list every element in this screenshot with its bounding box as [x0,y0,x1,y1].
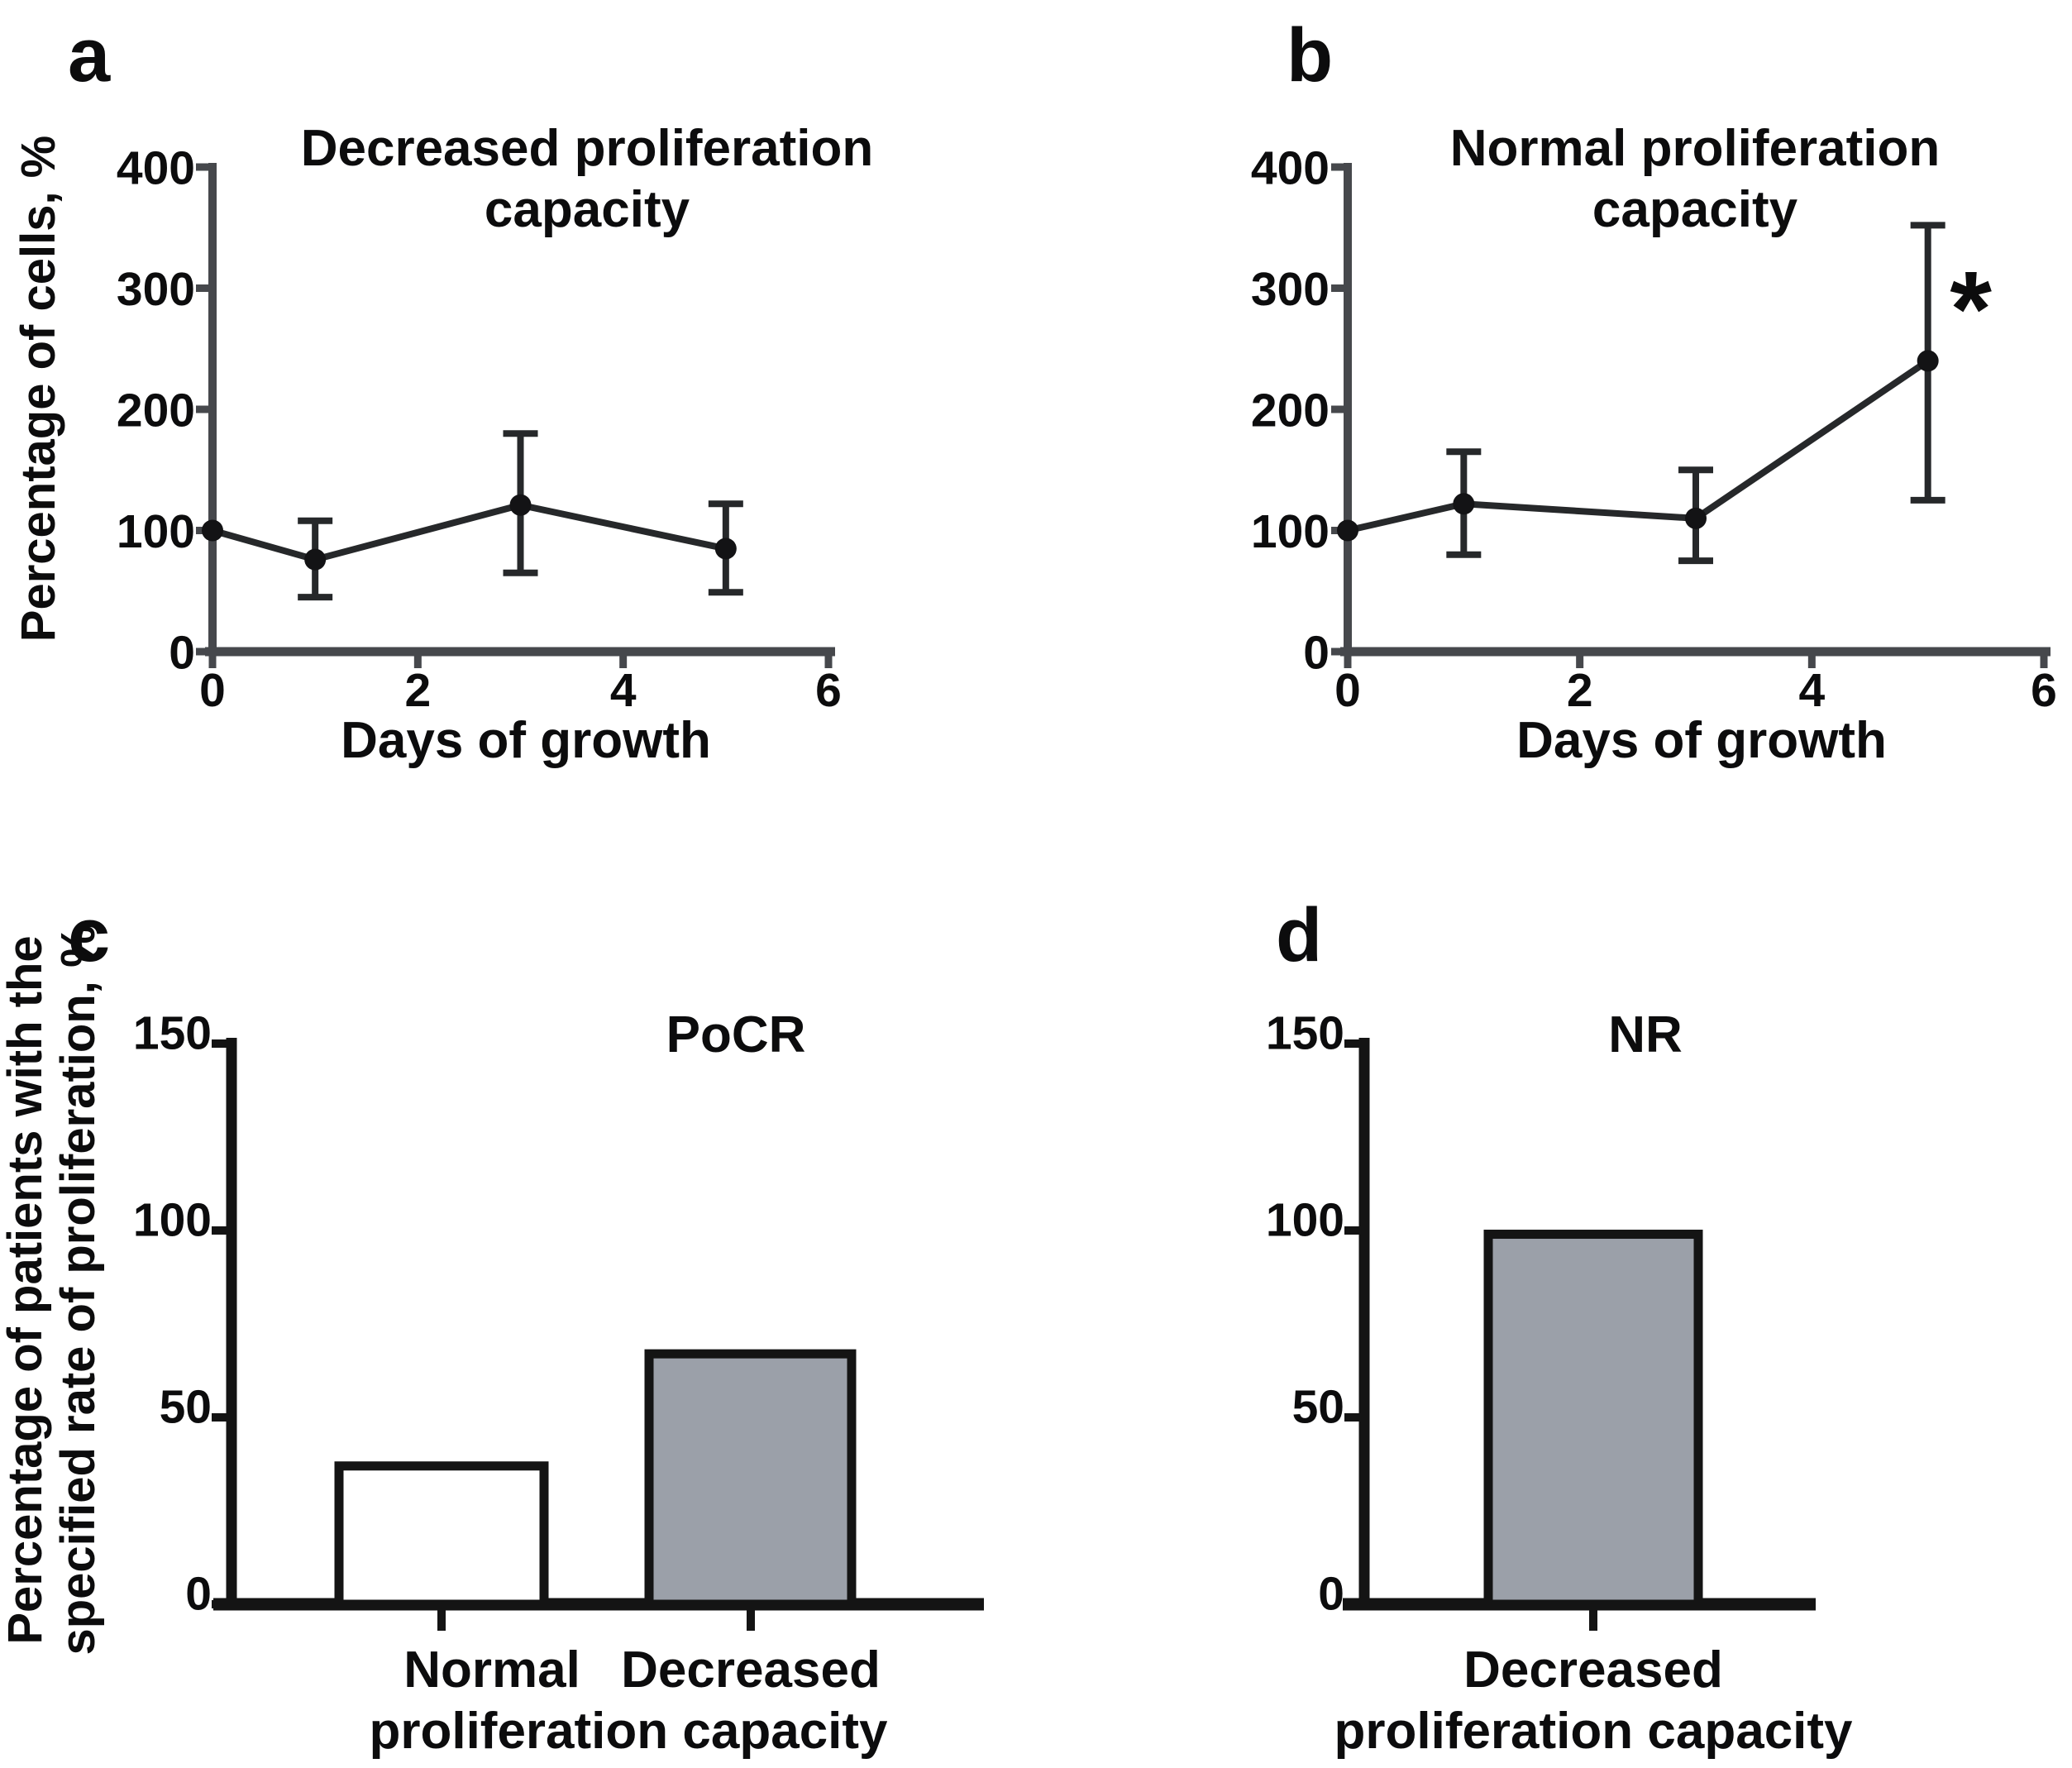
y-tick-label-a: 400 [117,142,195,195]
y-tick-label-b: 300 [1251,263,1330,316]
chart-title-a: Decreased proliferation [301,120,874,177]
x-tick-label-b: 2 [1567,664,1593,717]
category-label-d-1: Decreased [1463,1641,1723,1699]
y-axis-label-c-1: Percentage of patients with the [0,935,52,1644]
x-tick-label-b: 6 [2031,664,2057,717]
x-tick-label-b: 4 [1798,664,1825,717]
panel-letter-c: c [68,893,110,977]
data-point-b [1453,493,1475,515]
y-tick-label-a: 0 [169,627,195,680]
x-axis-label-b: Days of growth [1516,712,1887,769]
data-point-b [1337,519,1358,542]
data-point-a [714,538,737,560]
panel-letter-a: a [68,13,111,98]
data-point-b [1685,507,1707,529]
chart-title2-b: capacity [1592,181,1798,238]
y-axis-label-c-2: specified rate of proliferation, % [51,925,105,1655]
category-label-line2-c: proliferation capacity [369,1703,888,1760]
significance-asterisk-b: * [1950,248,1992,369]
data-point-a [509,494,532,516]
x-tick-label-a: 4 [610,664,637,717]
chart-title-b: Normal proliferation [1450,120,1941,177]
y-tick-label-d: 0 [1318,1568,1344,1621]
data-point-a [202,519,223,542]
y-tick-label-d: 150 [1266,1007,1344,1060]
bar-c-2 [644,1349,857,1609]
y-axis-label-a: Percentage of cells, % [12,136,65,642]
x-tick-label-a: 2 [404,664,431,717]
panel-letter-d: d [1276,893,1322,977]
y-tick-label-a: 100 [117,505,195,558]
y-tick-label-d: 50 [1292,1381,1344,1434]
y-tick-label-c: 100 [133,1194,212,1247]
chart-title-d: NR [1608,1006,1683,1063]
data-point-a [304,548,327,571]
y-tick-label-b: 0 [1303,627,1330,680]
x-axis-label-a: Days of growth [341,712,711,769]
chart-title-c: PoCR [666,1006,806,1063]
y-tick-label-b: 400 [1251,142,1330,195]
category-label-c-2: Decreased [621,1641,881,1699]
y-tick-label-c: 0 [185,1568,212,1621]
panel-letter-b: b [1287,13,1333,98]
y-tick-label-b: 200 [1251,385,1330,437]
y-tick-label-a: 200 [117,385,195,437]
category-label-line2-d: proliferation capacity [1334,1703,1853,1760]
bar-d-1 [1483,1230,1703,1609]
x-tick-label-a: 0 [199,664,226,717]
bar-c-1 [334,1461,549,1609]
chart-title2-a: capacity [485,181,690,238]
category-label-c-1: Normal [403,1641,580,1699]
y-tick-label-a: 300 [117,263,195,316]
y-tick-label-c: 50 [160,1381,212,1434]
y-tick-label-d: 100 [1266,1194,1344,1247]
x-tick-label-b: 0 [1334,664,1361,717]
x-tick-label-a: 6 [815,664,842,717]
series-line-a [211,501,727,563]
y-tick-label-b: 100 [1251,505,1330,558]
series-line-b [1347,358,1930,534]
data-point-b [1917,350,1939,372]
y-tick-label-c: 150 [133,1007,212,1060]
